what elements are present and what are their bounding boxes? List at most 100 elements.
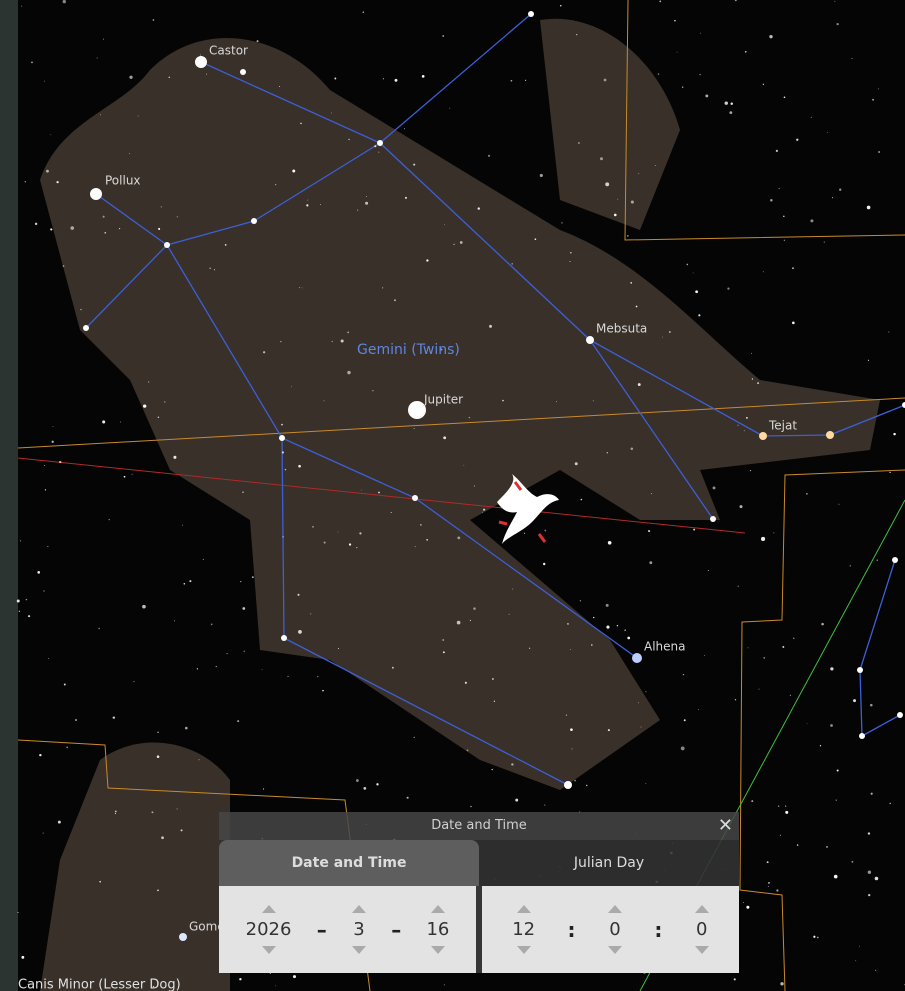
background-star bbox=[868, 894, 871, 897]
spin-box[interactable]: 3 bbox=[351, 905, 366, 954]
star bbox=[892, 557, 898, 563]
background-star bbox=[851, 861, 854, 863]
spin-box[interactable]: 12 bbox=[512, 905, 535, 954]
star bbox=[528, 11, 534, 17]
stars bbox=[16, 0, 905, 988]
constellation-line bbox=[379, 142, 591, 341]
star bbox=[564, 781, 572, 789]
background-star bbox=[404, 128, 405, 130]
star bbox=[251, 218, 257, 224]
background-star bbox=[59, 460, 62, 464]
spin-up[interactable] bbox=[261, 905, 276, 913]
background-star bbox=[599, 157, 604, 161]
background-star bbox=[473, 607, 476, 610]
background-star bbox=[889, 471, 891, 474]
spin-down[interactable] bbox=[351, 946, 366, 954]
background-star bbox=[737, 585, 739, 587]
background-star bbox=[413, 428, 415, 429]
background-star bbox=[867, 870, 872, 874]
constellation-line bbox=[829, 404, 905, 436]
background-star bbox=[184, 726, 188, 730]
background-star bbox=[806, 493, 808, 495]
background-star bbox=[570, 728, 573, 731]
background-star bbox=[151, 811, 154, 814]
background-star bbox=[508, 613, 510, 615]
spin-down[interactable] bbox=[694, 946, 709, 954]
background-star bbox=[102, 215, 105, 218]
background-star bbox=[66, 746, 69, 749]
spin-box[interactable]: 0 bbox=[694, 905, 709, 954]
background-star bbox=[727, 287, 730, 290]
background-star bbox=[593, 616, 595, 619]
background-star bbox=[157, 416, 160, 418]
background-star bbox=[833, 874, 838, 879]
background-star bbox=[491, 768, 493, 771]
background-star bbox=[627, 636, 631, 640]
spin-up[interactable] bbox=[694, 905, 709, 913]
constellation-line bbox=[859, 669, 863, 737]
background-star bbox=[849, 565, 851, 567]
spin-box[interactable]: 2026 bbox=[246, 905, 291, 954]
star bbox=[826, 431, 834, 439]
background-star bbox=[31, 61, 33, 64]
spin-down[interactable] bbox=[607, 946, 622, 954]
background-star bbox=[48, 658, 49, 660]
constellation-line bbox=[95, 193, 168, 246]
spin-box[interactable]: 0 bbox=[607, 905, 622, 954]
star bbox=[83, 325, 89, 331]
tab[interactable]: Julian Day bbox=[573, 855, 645, 871]
spin-up[interactable] bbox=[607, 905, 622, 913]
background-star bbox=[492, 678, 494, 680]
background-star bbox=[382, 287, 384, 289]
background-star bbox=[168, 76, 170, 79]
close-button[interactable]: ✕ bbox=[717, 815, 733, 836]
spin-down[interactable] bbox=[516, 946, 531, 954]
tab[interactable]: Date and Time bbox=[219, 840, 479, 886]
background-star bbox=[189, 580, 192, 583]
spin-up[interactable] bbox=[351, 905, 366, 913]
background-star bbox=[426, 259, 429, 262]
spin-box[interactable]: 16 bbox=[426, 905, 449, 954]
star bbox=[759, 432, 767, 440]
background-star bbox=[137, 115, 139, 117]
background-star bbox=[331, 340, 333, 343]
background-star bbox=[18, 610, 21, 612]
background-star bbox=[158, 227, 161, 230]
background-star bbox=[830, 667, 834, 671]
background-star bbox=[796, 844, 799, 846]
background-star bbox=[46, 169, 49, 173]
spin-down[interactable] bbox=[261, 946, 276, 954]
background-star bbox=[489, 324, 492, 328]
background-star bbox=[661, 336, 663, 338]
background-star bbox=[456, 620, 461, 625]
background-star bbox=[363, 786, 367, 790]
spin-up[interactable] bbox=[516, 905, 531, 913]
background-star bbox=[394, 299, 396, 302]
background-star bbox=[348, 138, 350, 141]
background-star bbox=[108, 519, 110, 521]
background-star bbox=[463, 464, 465, 466]
background-star bbox=[152, 19, 155, 21]
spin-down[interactable] bbox=[430, 946, 445, 954]
constellation-label: Gemini (Twins) bbox=[357, 342, 460, 358]
background-star bbox=[542, 562, 546, 566]
background-star bbox=[823, 241, 825, 243]
background-star bbox=[630, 447, 634, 450]
spin-up[interactable] bbox=[430, 905, 445, 913]
background-star bbox=[606, 625, 610, 629]
background-star bbox=[712, 486, 716, 490]
background-star bbox=[638, 173, 640, 175]
background-star bbox=[851, 58, 853, 59]
constellation-line bbox=[281, 437, 285, 639]
background-star bbox=[183, 582, 186, 585]
background-star bbox=[692, 272, 694, 274]
background-star bbox=[737, 424, 739, 426]
background-star bbox=[366, 195, 367, 197]
background-star bbox=[63, 683, 66, 686]
background-star bbox=[120, 421, 122, 423]
background-star bbox=[826, 846, 828, 848]
background-star bbox=[607, 540, 612, 545]
star-label: Mebsuta bbox=[596, 322, 647, 336]
background-star bbox=[682, 673, 685, 676]
background-star bbox=[676, 51, 678, 53]
